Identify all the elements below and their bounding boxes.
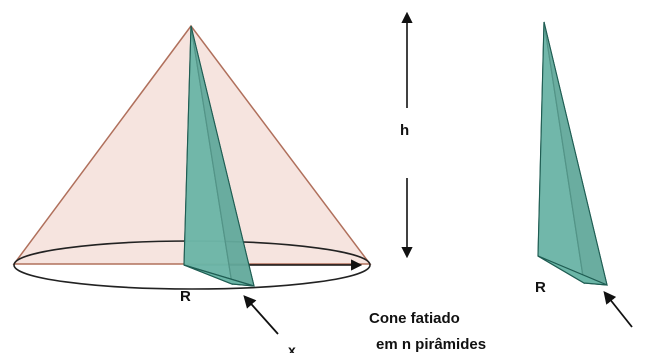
caption-line-1: Cone fatiado xyxy=(369,310,460,327)
arc-label-main: x xyxy=(288,342,296,353)
slice-base xyxy=(537,255,608,286)
caption-line-2: em n pirâmides xyxy=(376,336,486,353)
pyramid-slice-in-cone xyxy=(183,25,255,287)
radius-label-main: R xyxy=(180,288,191,305)
diagonal-pointer-arrow-icon xyxy=(243,295,279,335)
slice-face-front xyxy=(537,21,608,286)
pyramid-slice-detached xyxy=(537,21,608,286)
radius-label-slice: R xyxy=(535,279,546,296)
pyramid-base xyxy=(183,264,255,287)
diagonal-pointer-arrow-icon xyxy=(603,291,633,328)
height-label: h xyxy=(400,122,409,139)
